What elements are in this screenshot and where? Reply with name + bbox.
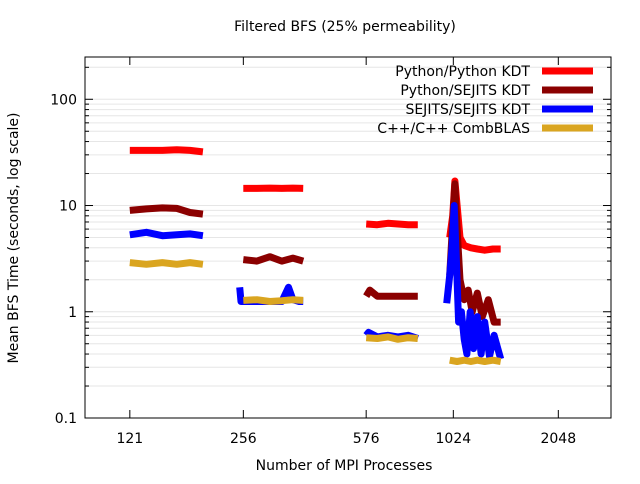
legend-label: Python/Python KDT [395,64,530,80]
series-line [130,263,203,265]
x-tick-label: 1024 [436,431,472,447]
y-axis-title: Mean BFS Time (seconds, log scale) [6,113,22,364]
series-line [130,232,203,235]
x-tick-label: 121 [116,431,143,447]
x-tick-label: 256 [230,431,257,447]
y-tick-label: 1 [68,305,77,321]
series-line [243,257,303,261]
y-tick-label: 10 [59,199,77,215]
y-tick-label: 0.1 [55,411,77,427]
series-line [243,300,303,302]
x-axis-title: Number of MPI Processes [256,458,433,474]
x-tick-label: 2048 [540,431,576,447]
legend-label: SEJITS/SEJITS KDT [405,102,530,118]
x-tick-label: 576 [353,431,380,447]
legend-label: Python/SEJITS KDT [400,83,530,99]
y-tick-label: 100 [50,92,77,108]
series-line [366,223,418,224]
series-line [450,360,501,361]
chart-title: Filtered BFS (25% permeability) [234,19,456,35]
series-line [366,337,418,339]
legend-label: C++/C++ CombBLAS [377,121,530,137]
series-line [130,150,203,152]
